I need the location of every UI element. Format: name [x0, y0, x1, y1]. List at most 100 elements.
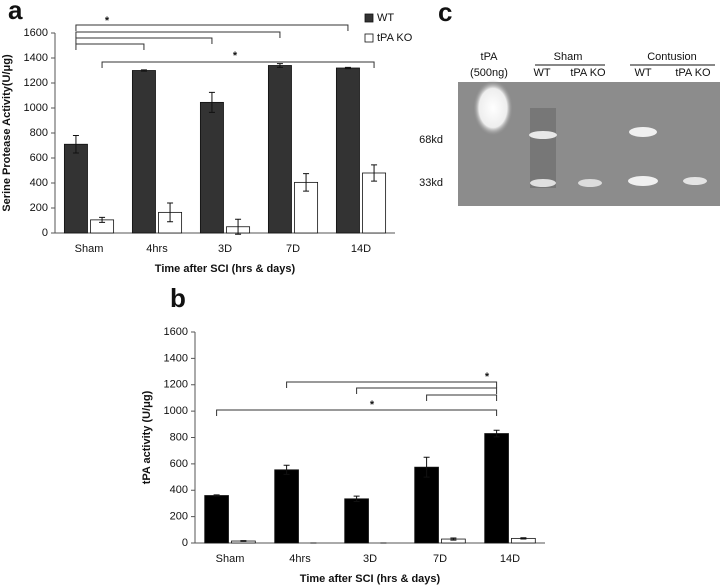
bar	[335, 67, 360, 234]
gel-panel: c tPA (500ng) Sham Contusion WT tPA KO W…	[419, 0, 720, 206]
significance-bracket	[356, 387, 498, 394]
group-label: Sham	[554, 51, 583, 63]
x-tick-label: Sham	[216, 553, 245, 565]
significance-bracket	[426, 394, 498, 401]
error-bar	[353, 495, 360, 502]
significance-star: *	[370, 399, 375, 411]
x-tick-label: 14D	[351, 243, 371, 255]
error-bar	[303, 173, 310, 192]
y-tick-label: 600	[170, 458, 188, 470]
x-axis-title: Time after SCI (hrs & days)	[300, 573, 441, 585]
significance-star: *	[485, 371, 490, 383]
panel-label: c	[438, 0, 452, 27]
bar	[362, 172, 387, 234]
legend-label: WT	[377, 12, 394, 24]
y-tick-label: 1400	[164, 352, 188, 364]
significance-bracket	[75, 24, 349, 31]
lane-label: (500ng)	[470, 67, 508, 79]
significance-star: *	[105, 15, 110, 27]
bar	[414, 466, 439, 544]
y-axis-title: Serine Protease Activity(U/μg)	[1, 54, 13, 212]
bar	[63, 143, 88, 234]
x-tick-label: 3D	[218, 243, 232, 255]
bar	[344, 498, 369, 544]
x-tick-label: 4hrs	[146, 243, 168, 255]
panel-label: a	[8, 0, 23, 25]
group-label: Contusion	[647, 51, 697, 63]
legend-label: tPA KO	[377, 32, 413, 44]
y-tick-label: 1600	[24, 27, 48, 39]
y-tick-label: 600	[30, 152, 48, 164]
gel-band	[683, 177, 707, 185]
y-tick-label: 1600	[164, 326, 188, 338]
legend-swatch	[364, 13, 374, 23]
bar	[484, 433, 509, 544]
error-bar	[520, 537, 527, 540]
error-bar	[167, 202, 174, 223]
lane-label: WT	[533, 67, 550, 79]
marker-label: 68kd	[419, 134, 443, 146]
gel-band	[628, 176, 658, 186]
x-tick-label: 3D	[363, 553, 377, 565]
gel-smear	[530, 108, 556, 188]
error-bar	[72, 135, 79, 154]
y-tick-label: 1200	[164, 379, 188, 391]
error-bar	[213, 494, 220, 497]
y-tick-label: 0	[182, 537, 188, 549]
error-bar	[450, 537, 457, 541]
y-tick-label: 400	[30, 177, 48, 189]
y-tick-label: 200	[170, 511, 188, 523]
marker-label: 33kd	[419, 177, 443, 189]
legend-swatch	[364, 33, 374, 43]
error-bar	[423, 456, 430, 478]
error-bar	[235, 218, 242, 235]
bar	[199, 101, 224, 234]
y-tick-label: 0	[42, 227, 48, 239]
bar	[204, 495, 229, 544]
error-bar	[371, 164, 378, 182]
significance-star: *	[233, 50, 238, 62]
y-tick-label: 200	[30, 202, 48, 214]
error-bar	[99, 216, 106, 223]
gel-band	[473, 80, 513, 136]
significance-bracket	[101, 61, 375, 68]
x-tick-label: 7D	[433, 553, 447, 565]
y-tick-label: 1000	[24, 102, 48, 114]
lane-label: WT	[634, 67, 651, 79]
x-axis-title: Time after SCI (hrs & days)	[155, 263, 296, 275]
gel-band	[530, 179, 556, 187]
error-bar	[283, 464, 290, 475]
x-tick-label: 14D	[500, 553, 520, 565]
y-tick-label: 800	[170, 431, 188, 443]
y-tick-label: 1200	[24, 77, 48, 89]
error-bar	[240, 540, 247, 542]
gel-band	[629, 127, 657, 137]
bar	[274, 469, 299, 544]
significance-bracket	[75, 31, 281, 38]
significance-bracket	[286, 381, 498, 388]
y-tick-label: 1000	[164, 405, 188, 417]
bar	[131, 70, 156, 234]
error-bar	[344, 66, 351, 70]
bar	[267, 65, 292, 234]
error-bar	[276, 63, 283, 68]
significance-bracket	[75, 37, 213, 44]
significance-bracket	[216, 409, 498, 416]
x-tick-label: 4hrs	[289, 553, 311, 565]
y-tick-label: 400	[170, 484, 188, 496]
x-tick-label: Sham	[75, 243, 104, 255]
y-tick-label: 800	[30, 127, 48, 139]
gel-band	[578, 179, 602, 187]
significance-bracket	[75, 43, 145, 50]
lane-label: tPA KO	[675, 67, 711, 79]
error-bar	[493, 429, 500, 438]
error-bar	[208, 91, 215, 113]
error-bar	[140, 69, 147, 72]
lane-label: tPA	[481, 51, 499, 63]
y-axis-title: tPA activity (U/μg)	[141, 390, 153, 484]
x-tick-label: 7D	[286, 243, 300, 255]
panel-label: b	[170, 283, 186, 313]
lane-label: tPA KO	[570, 67, 606, 79]
gel-band	[529, 131, 557, 139]
